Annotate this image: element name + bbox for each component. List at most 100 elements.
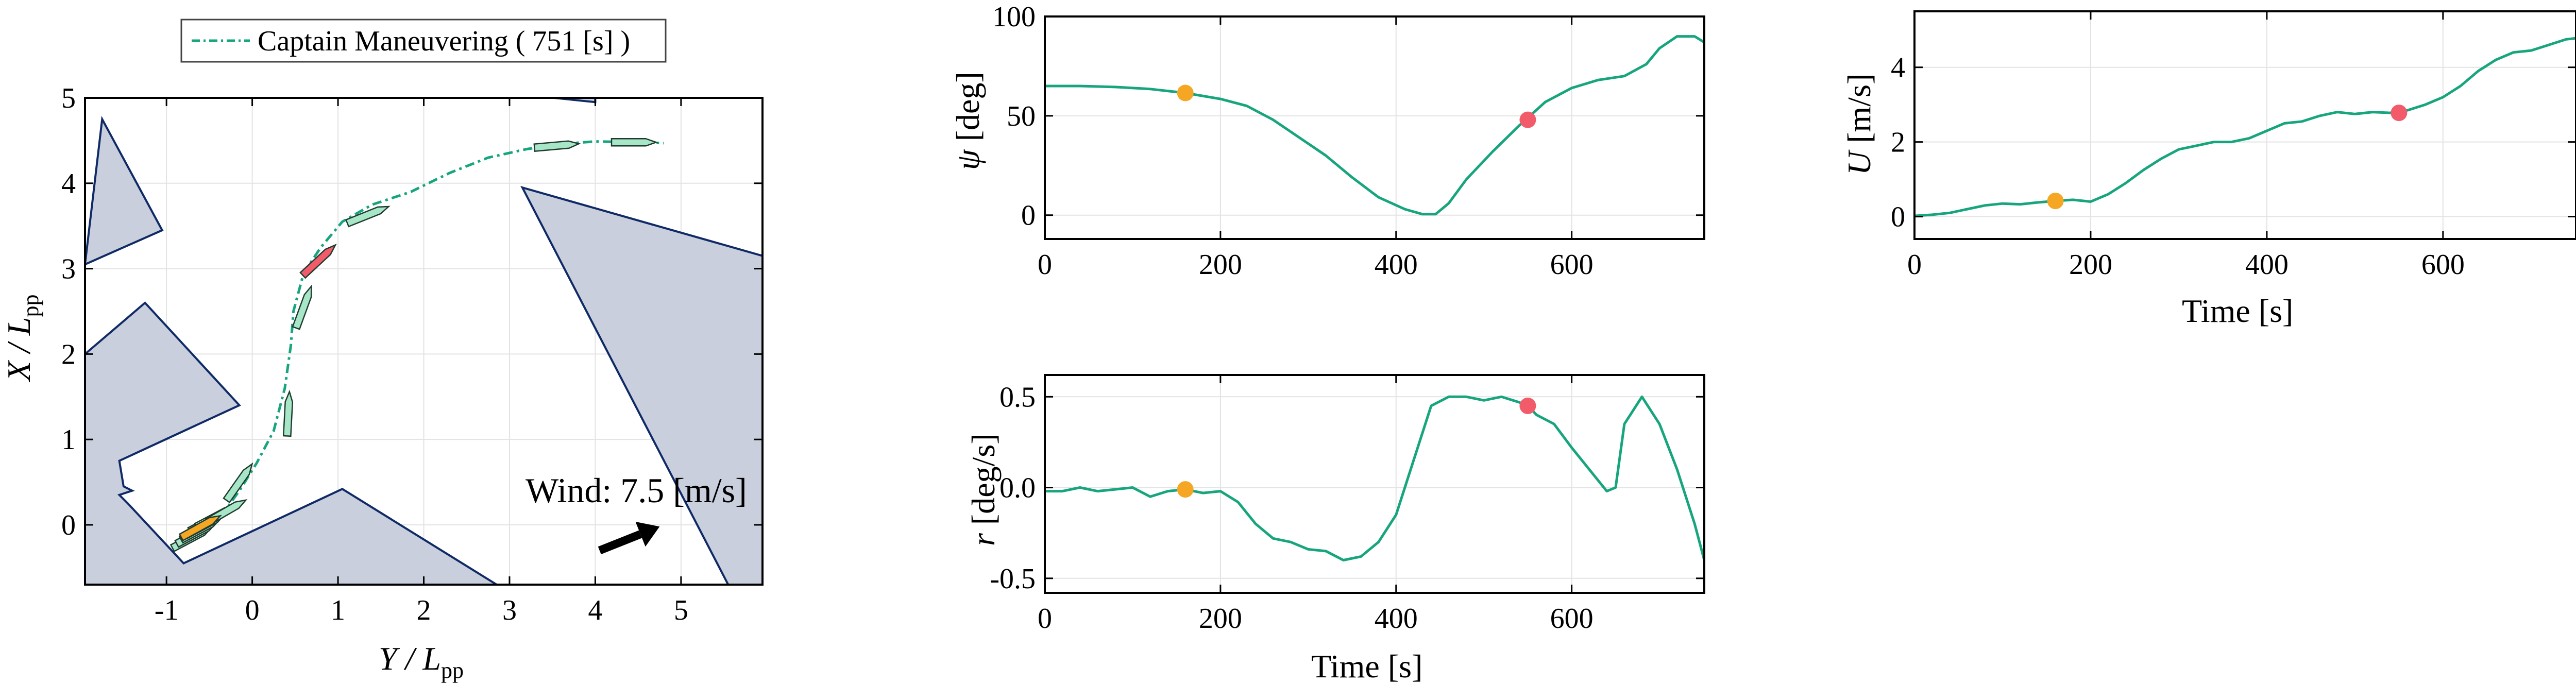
ship-outline (345, 206, 391, 228)
y-tick-label: -0.5 (990, 563, 1036, 595)
x-tick-label: 400 (2245, 249, 2289, 281)
psi-ylabel-unit: [deg] (950, 72, 986, 149)
u-xlabel: Time [s] (2182, 293, 2293, 329)
y-tick-label: 4 (1891, 52, 1905, 84)
map-ylabel-main: X / L (1, 317, 37, 383)
x-tick-label: 3 (502, 594, 517, 626)
x-tick-label: 600 (1550, 249, 1594, 281)
psi-ylabel-main: ψ (950, 149, 986, 170)
x-tick-label: 4 (588, 594, 602, 626)
x-tick-label: 400 (1375, 249, 1418, 281)
y-tick-label: 2 (1891, 127, 1905, 159)
x-tick-label: 200 (1199, 249, 1242, 281)
y-tick-label: 0.0 (999, 472, 1036, 504)
time-marker (1177, 481, 1194, 498)
x-tick-label: 200 (2069, 249, 2112, 281)
y-tick-label: 50 (1007, 100, 1036, 132)
map-ships (170, 138, 658, 552)
time-marker (1519, 111, 1536, 128)
x-tick-label: 600 (2421, 249, 2465, 281)
u-ylabel: U [m/s] (1841, 74, 1877, 175)
x-tick-label: 0 (1038, 603, 1052, 635)
y-tick-label: 0 (1891, 201, 1905, 233)
u-series (1914, 37, 2576, 217)
ship-outline (282, 389, 294, 437)
ship-outline (292, 284, 312, 330)
obstacle (85, 115, 164, 266)
ship-outline (299, 244, 337, 279)
psi-line (1045, 35, 1704, 216)
r-series (1045, 395, 1704, 561)
u-ticks: 0 200 400 600 0 2 4 (1891, 11, 2576, 281)
x-tick-label: 400 (1375, 603, 1418, 635)
x-tick-label: -1 (155, 594, 179, 626)
x-tick-label: 2 (417, 594, 431, 626)
map-ylabel: X / Lpp (1, 295, 43, 383)
ship-outline (178, 515, 222, 541)
x-tick-label: 200 (1199, 603, 1242, 635)
wind-arrow (598, 521, 660, 555)
x-tick-label: 0 (1038, 249, 1052, 281)
x-tick-label: 0 (1907, 249, 1922, 281)
obstacle (520, 185, 762, 585)
ship-outline (223, 462, 253, 504)
x-tick-label: 5 (674, 594, 688, 626)
ship-outline (611, 138, 658, 147)
u-line (1914, 37, 2576, 217)
wind-arrow-shaft (598, 530, 642, 555)
y-tick-label: 0.5 (999, 381, 1036, 413)
psi-markers (1177, 84, 1536, 128)
r-xlabel: Time [s] (1311, 648, 1422, 685)
r-ylabel-main: r (965, 533, 1002, 546)
r-line (1045, 395, 1704, 561)
map-ylabel-sub: pp (18, 295, 43, 317)
y-tick-label: 1 (61, 424, 76, 456)
u-frame (1913, 10, 2576, 240)
legend-box (180, 19, 667, 63)
heading-psi-panel: 0 200 400 600 0 50 100 ψ [deg] (950, 1, 1705, 281)
y-tick-label: 4 (61, 168, 76, 200)
wind-label: Wind: 7.5 [m/s] (526, 471, 747, 510)
yaw-rate-r-panel: 0 200 400 600 -0.5 0.0 0.5 r [deg/s] Time [s] (965, 374, 1705, 685)
time-marker (2391, 105, 2408, 122)
u-ylabel-unit: [m/s] (1841, 74, 1877, 151)
r-ylabel: r [deg/s] (965, 433, 1002, 546)
time-marker (1177, 84, 1194, 101)
r-ticks: 0 200 400 600 -0.5 0.0 0.5 (990, 375, 1704, 635)
x-tick-label: 0 (245, 594, 260, 626)
map-xlabel-main: Y / L (379, 640, 441, 677)
r-frame (1044, 374, 1705, 594)
y-tick-label: 100 (992, 1, 1036, 33)
time-marker (1519, 397, 1536, 414)
map-xlabel: Y / Lpp (379, 640, 464, 683)
psi-ylabel: ψ [deg] (950, 72, 986, 170)
map-ticks: -1 0 1 2 3 4 5 0 1 2 3 4 5 (61, 82, 762, 626)
r-ylabel-unit: [deg/s] (965, 433, 1002, 533)
y-tick-label: 3 (61, 253, 76, 285)
x-tick-label: 1 (331, 594, 345, 626)
psi-grid (1044, 16, 1704, 239)
legend-label: Captain Maneuvering ( 751 [s] ) (258, 25, 630, 57)
y-tick-label: 0 (1021, 200, 1036, 232)
map-obstacles (85, 98, 762, 585)
u-ylabel-main: U (1841, 149, 1877, 175)
psi-ticks: 0 200 400 600 0 50 100 (992, 1, 1704, 281)
r-grid (1044, 375, 1704, 593)
psi-series (1045, 35, 1704, 216)
x-tick-label: 600 (1550, 603, 1594, 635)
speed-u-panel: 0 200 400 600 0 2 4 U [m/s] Time [s] (1841, 10, 2576, 329)
map-legend: Captain Maneuvering ( 751 [s] ) (180, 19, 667, 63)
time-marker (2047, 193, 2064, 210)
r-markers (1177, 397, 1536, 498)
psi-frame (1044, 15, 1705, 240)
wind-arrow-head (635, 521, 660, 547)
y-tick-label: 0 (61, 509, 76, 541)
y-tick-label: 5 (61, 82, 76, 114)
ship-outline (533, 140, 581, 152)
obstacle (487, 98, 597, 104)
obstacle (85, 301, 499, 585)
map-xlabel-sub: pp (441, 658, 464, 683)
y-tick-label: 2 (61, 338, 76, 370)
